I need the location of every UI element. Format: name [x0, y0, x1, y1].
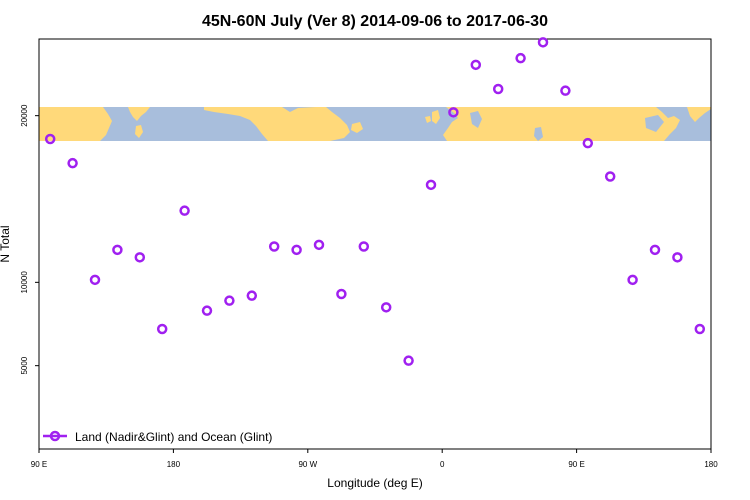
data-point — [515, 52, 526, 64]
y-tick-label: 10000 — [20, 271, 29, 294]
y-axis-label: N Total — [0, 225, 12, 262]
x-tick-label: 90 E — [568, 460, 584, 469]
data-point — [112, 244, 123, 256]
map-land-kamchatka-2 — [687, 107, 711, 122]
map-land-kamchatka — [128, 107, 150, 121]
map-land-north-america — [204, 107, 350, 141]
data-point — [403, 355, 414, 366]
map-band — [39, 107, 711, 141]
data-point — [134, 252, 146, 263]
data-point — [627, 274, 638, 286]
x-axis-label: Longitude (deg E) — [327, 476, 422, 490]
chart-title: 45N-60N July (Ver 8) 2014-09-06 to 2017-… — [202, 13, 548, 30]
data-point — [649, 244, 661, 256]
data-point — [201, 305, 213, 316]
x-tick-label: 180 — [167, 460, 181, 469]
data-point — [470, 59, 482, 71]
data-point — [672, 252, 683, 263]
data-point — [44, 133, 56, 145]
data-point — [291, 244, 302, 256]
map-land-sakhalin — [135, 125, 143, 138]
data-point — [537, 37, 549, 48]
data-point — [313, 239, 325, 251]
plot-frame — [38, 38, 712, 450]
data-point — [358, 241, 370, 252]
data-point — [336, 288, 347, 300]
map-land-asia-east — [39, 107, 112, 141]
x-ticks: 90 E 180 90 W 0 90 E 180 — [31, 449, 718, 469]
map-water-baltic — [470, 111, 482, 128]
data-point — [380, 302, 392, 313]
data-point — [89, 274, 101, 286]
x-tick-label: 90 W — [298, 460, 317, 469]
y-tick-label: 5000 — [20, 356, 29, 374]
data-point — [492, 83, 504, 95]
data-points — [44, 37, 706, 366]
x-tick-label: 180 — [704, 460, 718, 469]
y-axis: 5000 10000 20000 — [20, 104, 39, 375]
data-point — [67, 157, 78, 169]
map-water-okhotsk — [645, 115, 664, 132]
legend-marker — [49, 430, 61, 442]
data-point — [156, 323, 168, 335]
map-land-eurasia — [443, 107, 680, 141]
x-tick-label: 0 — [440, 460, 445, 469]
data-point — [582, 137, 594, 149]
y-tick-label: 20000 — [20, 104, 29, 127]
data-point — [694, 323, 706, 335]
legend-label: Land (Nadir&Glint) and Ocean (Glint) — [75, 430, 272, 444]
data-point — [425, 179, 437, 191]
data-point — [179, 205, 190, 216]
data-point — [224, 295, 235, 306]
data-point — [246, 290, 258, 301]
data-point — [560, 85, 571, 96]
legend: Land (Nadir&Glint) and Ocean (Glint) — [43, 430, 272, 444]
data-point — [268, 241, 280, 252]
y-ticks: 5000 10000 20000 — [20, 104, 39, 375]
x-axis: 90 E 180 90 W 0 90 E 180 — [31, 449, 718, 469]
data-point — [448, 107, 459, 118]
map-water-caspian — [534, 127, 543, 141]
data-point — [604, 171, 616, 182]
map-land-newfoundland — [351, 122, 363, 133]
map-land-uk — [432, 110, 440, 124]
x-tick-label: 90 E — [31, 460, 47, 469]
map-land-ireland — [425, 116, 431, 123]
